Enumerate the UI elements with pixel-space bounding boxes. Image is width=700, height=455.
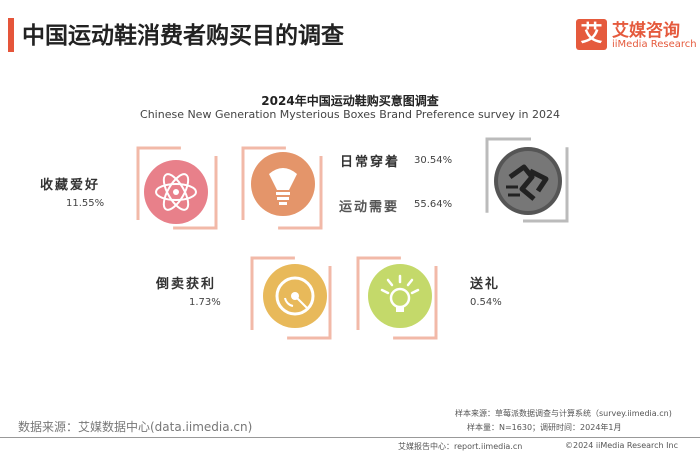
value-label-sport: 55.64% (414, 199, 453, 210)
category-label-sport: 运动需要 (339, 200, 400, 215)
value-label-gift: 0.54% (470, 297, 502, 308)
brand-logo-icon: 艾 (576, 19, 607, 50)
category-label-collect: 收藏爱好 (40, 178, 101, 193)
footer-divider (0, 437, 700, 438)
value-label-resell: 1.73% (189, 297, 221, 308)
copyright: ©2024 iiMedia Research Inc (565, 441, 678, 450)
icon-frame-gift (356, 256, 438, 340)
value-circle-gift (368, 264, 432, 328)
page-title: 中国运动鞋消费者购买目的调查 (22, 23, 344, 49)
value-label-collect: 11.55% (66, 198, 105, 209)
icon-frame-collect (136, 146, 218, 230)
icon-frame-sport (485, 137, 569, 223)
report-center-link[interactable]: 艾媒报告中心：report.iimedia.cn (398, 442, 523, 451)
sample-source: 样本来源：草莓派数据调查与计算系统（survey.iimedia.cn) (455, 409, 672, 418)
icon-frame-resell (250, 256, 332, 340)
disc-icon (263, 264, 327, 328)
chart-title: 2024年中国运动鞋购买意图调查 (261, 94, 439, 108)
bulb-rays-icon (368, 264, 432, 328)
sample-size: 样本量：N=1630；调研时间：2024年1月 (467, 423, 622, 432)
data-source: 数据来源：艾媒数据中心(data.iimedia.cn) (18, 420, 253, 434)
atom-icon (144, 160, 208, 224)
category-label-daily: 日常穿着 (340, 155, 401, 170)
brand-name-en: iiMedia Research (612, 39, 697, 50)
running-icon (494, 147, 562, 215)
icon-frame-daily (241, 146, 323, 230)
category-label-gift: 送礼 (470, 277, 501, 292)
title-accent-bar (8, 18, 14, 52)
chart-subtitle: Chinese New Generation Mysterious Boxes … (140, 108, 560, 121)
value-label-daily: 30.54% (414, 155, 453, 166)
brand-name: 艾媒咨询 (612, 21, 680, 41)
category-label-resell: 倒卖获利 (156, 277, 217, 292)
lightbulb-icon (251, 152, 315, 216)
